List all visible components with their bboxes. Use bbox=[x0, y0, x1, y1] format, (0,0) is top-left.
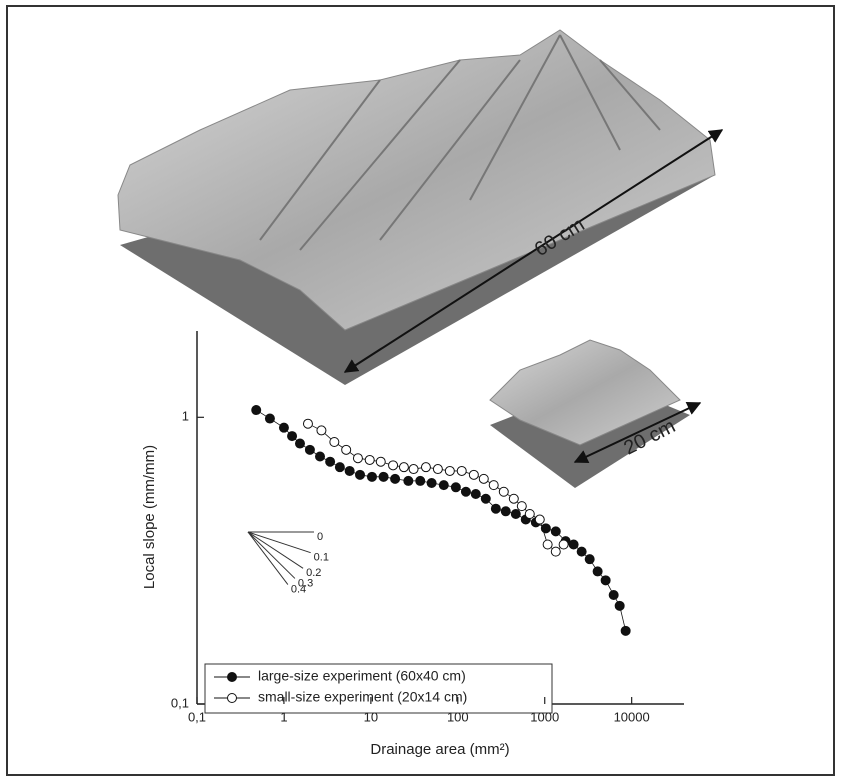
slope-guide-label: 0.3 bbox=[298, 577, 313, 589]
slope-guide-label: 0.1 bbox=[314, 552, 329, 564]
data-point bbox=[352, 453, 363, 464]
x-tick-label: 1 bbox=[280, 709, 287, 724]
data-point bbox=[470, 489, 481, 500]
data-point bbox=[508, 493, 519, 504]
legend-marker bbox=[227, 693, 237, 703]
data-point bbox=[478, 473, 489, 484]
slope-guide-label: 0.4 bbox=[291, 584, 306, 596]
legend-label: large-size experiment (60x40 cm) bbox=[258, 668, 466, 684]
data-point bbox=[456, 465, 467, 476]
slope-guide-line bbox=[247, 531, 311, 554]
data-point bbox=[315, 451, 326, 462]
legend-label: small-size experiment (20x14 cm) bbox=[258, 689, 467, 705]
legend bbox=[204, 663, 553, 714]
data-point bbox=[444, 465, 455, 476]
data-point bbox=[366, 471, 377, 482]
slope-guide-label: 0 bbox=[317, 531, 323, 543]
data-point bbox=[251, 405, 262, 416]
x-tick-label: 1000 bbox=[530, 709, 559, 724]
data-point bbox=[388, 460, 399, 471]
data-point bbox=[558, 539, 569, 550]
data-point bbox=[608, 589, 619, 600]
data-point bbox=[576, 546, 587, 557]
large-terrain: 60 cm bbox=[117, 29, 724, 385]
x-tick-label: 10000 bbox=[614, 709, 650, 724]
data-point bbox=[432, 464, 443, 475]
y-tick-label: 0,1 bbox=[171, 695, 189, 710]
y-axis-label: Local slope (mm/mm) bbox=[141, 445, 158, 589]
data-point bbox=[341, 444, 352, 455]
data-point bbox=[450, 482, 461, 493]
data-point bbox=[355, 469, 366, 480]
data-point bbox=[344, 465, 355, 476]
data-point bbox=[460, 486, 471, 497]
x-tick-label: 10 bbox=[364, 709, 378, 724]
data-point bbox=[584, 554, 595, 565]
data-point bbox=[500, 506, 511, 517]
small-terrain: 20 cm bbox=[489, 339, 702, 488]
data-point bbox=[316, 425, 327, 436]
data-point bbox=[304, 444, 315, 455]
slope-guide-label: 0.2 bbox=[306, 567, 321, 579]
slope-guide-line bbox=[247, 531, 304, 569]
data-point bbox=[375, 456, 386, 467]
legend-marker bbox=[227, 672, 237, 682]
x-tick-label: 0,1 bbox=[188, 709, 206, 724]
data-point bbox=[516, 501, 527, 512]
x-axis-label: Drainage area (mm²) bbox=[370, 741, 509, 758]
data-point bbox=[398, 462, 409, 473]
data-point bbox=[426, 477, 437, 488]
data-point bbox=[542, 539, 553, 550]
data-point bbox=[550, 546, 561, 557]
data-point bbox=[614, 600, 625, 611]
data-point bbox=[325, 456, 336, 467]
data-point bbox=[600, 575, 611, 586]
data-point bbox=[364, 454, 375, 465]
data-point bbox=[294, 438, 305, 449]
data-point bbox=[390, 473, 401, 484]
data-point bbox=[378, 471, 389, 482]
x-tick-label: 100 bbox=[447, 709, 469, 724]
data-point bbox=[480, 493, 491, 504]
y-tick-label: 1 bbox=[182, 409, 189, 424]
data-point bbox=[524, 508, 535, 519]
data-point bbox=[278, 422, 289, 433]
data-point bbox=[568, 539, 579, 550]
data-point bbox=[438, 480, 449, 491]
data-point bbox=[302, 418, 313, 429]
slope-guide-line bbox=[247, 531, 289, 585]
data-point bbox=[334, 462, 345, 473]
data-point bbox=[408, 464, 419, 475]
data-point bbox=[620, 625, 631, 636]
data-point bbox=[403, 475, 414, 486]
data-point bbox=[490, 503, 501, 514]
data-point bbox=[420, 462, 431, 473]
data-point bbox=[498, 486, 509, 497]
data-point bbox=[534, 514, 545, 525]
data-point bbox=[329, 437, 340, 448]
data-point bbox=[264, 413, 275, 424]
data-point bbox=[592, 566, 603, 577]
data-point bbox=[488, 480, 499, 491]
data-point bbox=[510, 508, 521, 519]
data-point bbox=[415, 475, 426, 486]
data-point bbox=[287, 431, 298, 442]
data-point bbox=[468, 469, 479, 480]
data-point bbox=[550, 526, 561, 537]
slope-guide-line bbox=[247, 531, 296, 579]
